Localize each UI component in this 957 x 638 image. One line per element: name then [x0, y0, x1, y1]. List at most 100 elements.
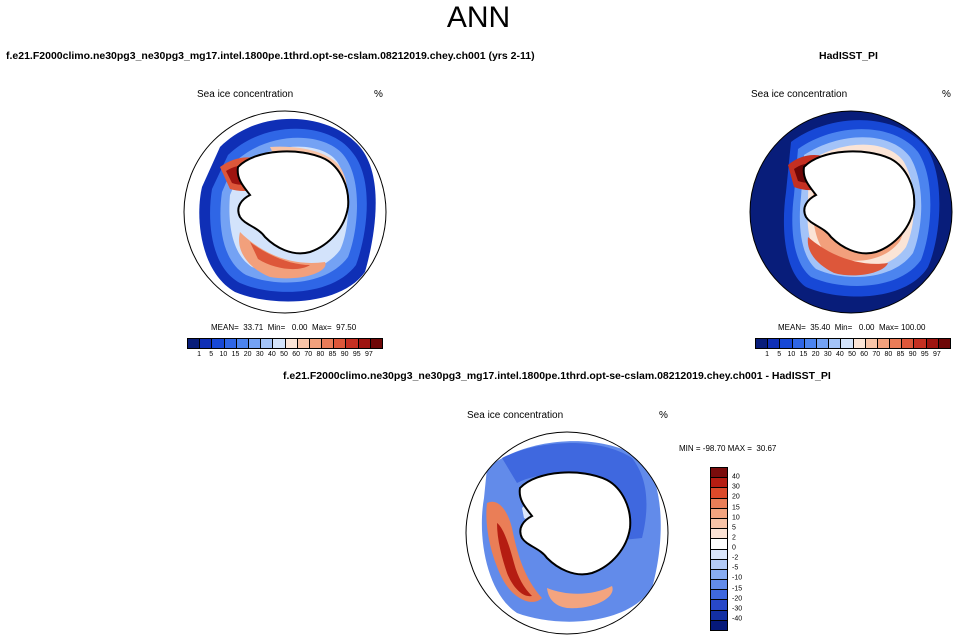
panel2-case-title: HadISST_PI	[819, 50, 878, 62]
panel2-antarctica-land	[802, 150, 916, 255]
panel3-colorbar-swatch	[711, 549, 727, 560]
panel1-colorbar-swatch	[236, 339, 249, 348]
panel3-colorbar-tick-label: -20	[732, 595, 743, 603]
panel3-colorbar-swatch	[711, 488, 727, 499]
panel3-colorbar-tick-label: 5	[732, 524, 736, 532]
panel1-colorbar-tick-label: 15	[231, 351, 240, 358]
panel2-units: %	[942, 89, 951, 100]
panel2-colorbar-swatch	[768, 339, 781, 348]
panel1-colorbar-tick-label: 5	[209, 351, 214, 358]
panel3-colorbar-tick-label: 40	[732, 473, 740, 481]
panel2-stats: MEAN= 35.40 Min= 0.00 Max= 100.00	[778, 323, 926, 332]
panel2-colorbar-swatch	[890, 339, 903, 348]
panel3-colorbar-swatch	[711, 590, 727, 601]
panel1-colorbar-tick-label: 70	[304, 351, 313, 358]
panel1-colorbar-swatch	[334, 339, 347, 348]
figure-title: ANN	[446, 1, 511, 34]
panel1-colorbar-tick-label: 1	[197, 351, 202, 358]
panel1-colorbar-swatch	[322, 339, 335, 348]
panel1-colorbar-tick-label: 40	[267, 351, 276, 358]
panel2-colorbar-tick-label: 70	[872, 351, 881, 358]
panel3-colorbar-swatch	[711, 498, 727, 509]
panel1-colorbar-swatch	[358, 339, 371, 348]
panel2-colorbar-swatch	[877, 339, 891, 348]
panel2-colorbar-tick-label: 15	[799, 351, 808, 358]
panel1-colorbar-tick-label: 60	[292, 351, 301, 358]
panel1-colorbar-tick-label: 97	[364, 351, 373, 358]
panel3-antarctica-land	[518, 471, 632, 576]
panel3-colorbar-tick-label: -5	[732, 564, 739, 572]
panel3-colorbar-tick-label: -2	[732, 554, 739, 562]
panel3-colorbar-swatch	[711, 508, 727, 519]
panel1-colorbar-tick-label: 10	[219, 351, 228, 358]
panel2-colorbar-swatch	[841, 339, 854, 348]
panel2-colorbar-swatch	[829, 339, 842, 348]
panel1-colorbar-swatch	[261, 339, 274, 348]
panel2-colorbar-swatch	[780, 339, 793, 348]
panel3-colorbar-tick-label: 10	[732, 514, 740, 522]
panel3-colorbar-tick-label: 0	[732, 544, 736, 552]
panel2-colorbar-tick-label: 20	[811, 351, 820, 358]
panel1-colorbar-swatch	[285, 339, 298, 348]
panel1-ross-sea-high	[250, 242, 310, 270]
panel2-colorbar-swatch	[938, 339, 950, 348]
panel1-colorbar	[187, 338, 383, 349]
panel2-colorbar-tick-label: 50	[848, 351, 856, 358]
panel1-colorbar-tick-label: 80	[316, 351, 325, 358]
panel2-ross-sea-high	[807, 237, 888, 276]
panel1-colorbar-ticks: 1 5 10 15 20 30 40 50 60 70 80 85 90 95 97	[187, 351, 381, 361]
panel2-variable-title: Sea ice concentration	[751, 89, 848, 100]
panel3-colorbar-swatch	[711, 468, 727, 479]
panel1-colorbar-tick-label: 85	[328, 351, 337, 358]
panel3-colorbar-ticks: 40 30 20 15 10 5 2 0 -2 -5 -10 -15 -20 -30 -40	[732, 467, 762, 629]
panel2-colorbar-swatch	[914, 339, 927, 348]
panel2-colorbar-swatch	[792, 339, 805, 348]
panel2-colorbar-swatch	[853, 339, 866, 348]
panel3-colorbar-swatch	[711, 580, 727, 591]
panel1-colorbar-swatch	[273, 339, 286, 348]
panel3-colorbar-swatch	[711, 569, 727, 581]
panel3-colorbar-tick-label: 20	[732, 493, 740, 501]
panel2-colorbar	[755, 338, 951, 349]
panel3-colorbar-tick-label: -30	[732, 605, 743, 613]
panel1-case-title: f.e21.F2000climo.ne30pg3_ne30pg3_mg17.in…	[6, 50, 535, 62]
panel1-colorbar-swatch	[248, 339, 262, 348]
panel3-colorbar	[710, 467, 728, 631]
panel1-colorbar-swatch	[346, 339, 359, 348]
panel3-colorbar-tick-label: -10	[732, 574, 743, 582]
panel3-diff-positive-max	[497, 523, 532, 597]
panel3-colorbar-tick-label: 2	[732, 534, 736, 542]
panel1-colorbar-tick-label: 95	[352, 351, 361, 358]
panel3-colorbar-swatch	[711, 559, 727, 570]
panel1-colorbar-tick-label: 90	[340, 351, 349, 358]
panel3-colorbar-swatch	[711, 529, 727, 540]
panel3-colorbar-tick-label: -40	[732, 615, 743, 623]
panel1-colorbar-swatch	[200, 339, 213, 348]
panel1-colorbar-swatch	[297, 339, 310, 348]
panel1-colorbar-swatch	[188, 339, 201, 348]
panel2-colorbar-tick-label: 40	[835, 351, 844, 358]
panel2-polar-map	[749, 110, 953, 314]
panel3-colorbar-tick-label: 30	[732, 483, 740, 491]
panel2-colorbar-swatch	[865, 339, 878, 348]
panel1-variable-title: Sea ice concentration	[197, 89, 294, 100]
panel3-colorbar-swatch	[711, 539, 727, 550]
panel3-polar-map	[465, 431, 669, 635]
panel3-colorbar-tick-label: 15	[732, 504, 740, 511]
panel2-colorbar-swatch	[926, 339, 939, 348]
panel1-units: %	[374, 89, 383, 100]
panel1-stats: MEAN= 33.71 Min= 0.00 Max= 97.50	[211, 323, 357, 332]
panel2-colorbar-tick-label: 97	[932, 351, 941, 358]
panel2-colorbar-swatch	[816, 339, 830, 348]
panel3-colorbar-swatch	[711, 518, 727, 530]
panel1-colorbar-swatch	[370, 339, 382, 348]
panel2-colorbar-tick-label: 80	[884, 351, 893, 358]
panel2-colorbar-tick-label: 90	[908, 351, 917, 358]
panel1-antarctica-land	[236, 150, 350, 255]
panel2-colorbar-ticks: 1 5 10 15 20 30 40 50 60 70 80 85 90 95 97	[755, 351, 949, 361]
panel3-variable-title: Sea ice concentration	[467, 410, 564, 421]
panel2-colorbar-tick-label: 30	[823, 351, 832, 358]
panel2-colorbar-tick-label: 10	[787, 351, 796, 358]
panel3-colorbar-swatch	[711, 620, 727, 630]
panel3-diff-negative-band	[502, 443, 647, 540]
